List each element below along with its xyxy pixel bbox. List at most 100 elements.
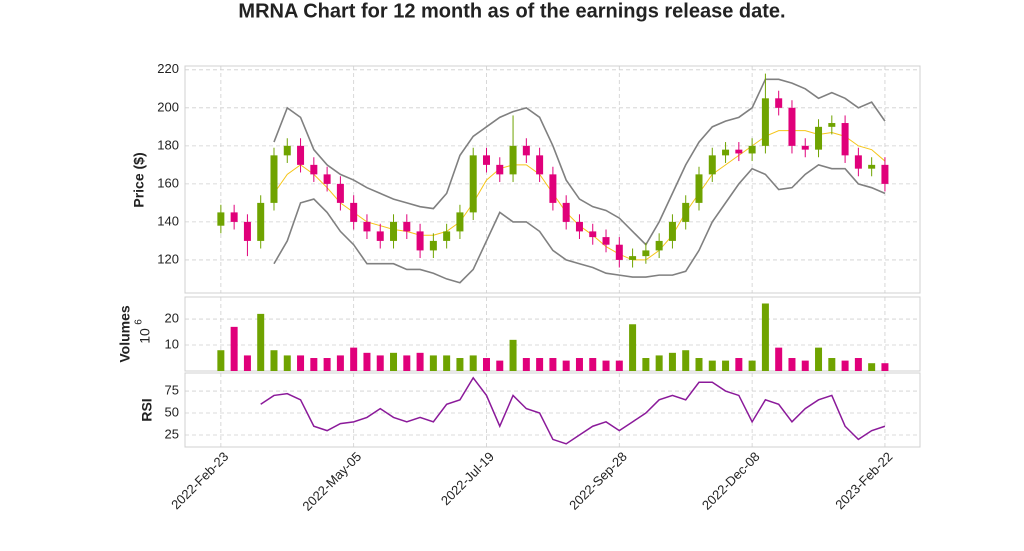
panel-frame — [184, 372, 921, 448]
candle-body — [801, 145, 809, 150]
volume-bar — [735, 358, 743, 371]
candle-body — [217, 212, 225, 226]
candle-body — [735, 149, 743, 154]
volume-bar — [217, 350, 225, 371]
candle-body — [390, 221, 398, 241]
candle-body — [695, 174, 703, 203]
volume-bar — [403, 355, 411, 371]
price-label: Price ($) — [131, 152, 147, 207]
volume-bar — [509, 339, 517, 371]
volume-bar — [815, 347, 823, 371]
y-tick-label: 25 — [165, 426, 179, 441]
candle-body — [536, 155, 544, 175]
volume-scale-base: 10 — [137, 328, 153, 344]
y-tick-label: 200 — [157, 99, 179, 114]
volume-bar — [376, 355, 384, 371]
candle-body — [562, 202, 570, 222]
volume-bar — [257, 313, 265, 371]
rsi-line — [260, 376, 886, 445]
volume-bar — [615, 360, 623, 371]
candle-body — [283, 145, 291, 156]
y-tick-label: 75 — [165, 382, 179, 397]
candle-body — [815, 126, 823, 150]
y-tick-label: 140 — [157, 213, 179, 228]
candle-body — [350, 202, 358, 222]
volume-scale-exponent: 6 — [134, 319, 145, 325]
volume-bar — [443, 355, 451, 371]
candle-body — [629, 256, 637, 260]
volume-bar — [549, 358, 557, 371]
volume-bar — [363, 352, 371, 371]
x-tick-label: 2022-Sep-28 — [566, 449, 630, 513]
candle-body — [549, 174, 557, 203]
volume-bar — [482, 358, 490, 371]
y-tick-label: 160 — [157, 175, 179, 190]
candle-body — [722, 149, 730, 156]
volume-bar — [456, 358, 464, 371]
candle-body — [642, 250, 650, 257]
volume-bar — [841, 360, 849, 371]
x-tick-label: 2022-Feb-23 — [168, 449, 231, 512]
candle-body — [403, 221, 411, 232]
volume-bar — [708, 360, 716, 371]
candle-body — [469, 155, 477, 213]
candle-body — [682, 202, 690, 222]
candle-body — [868, 164, 876, 169]
volume-bar — [536, 358, 544, 371]
volume-bar — [230, 326, 238, 371]
volume-bar — [828, 358, 836, 371]
chart-title: MRNA Chart for 12 month as of the earnin… — [238, 0, 785, 22]
y-tick-label: 220 — [157, 61, 179, 76]
volume-bar — [469, 355, 477, 371]
y-tick-label: 180 — [157, 137, 179, 152]
candle-body — [828, 123, 836, 127]
candle-body — [509, 145, 517, 175]
candle-body — [230, 212, 238, 222]
candle-body — [456, 212, 464, 232]
y-tick-label: 120 — [157, 251, 179, 266]
moving-average — [273, 130, 886, 261]
candle-body — [788, 107, 796, 146]
volume-bar — [350, 347, 358, 371]
volume-bar — [562, 360, 570, 371]
candle-body — [336, 183, 344, 203]
x-tick-label: 2022-Dec-08 — [699, 449, 763, 513]
volume-label: Volumes — [117, 305, 133, 363]
volume-bar — [655, 355, 663, 371]
candle-body — [522, 145, 530, 156]
volume-bar — [270, 350, 278, 371]
candle-body — [297, 145, 305, 165]
candle-body — [429, 240, 437, 251]
candle-body — [708, 155, 716, 175]
volume-bar — [629, 324, 637, 371]
volume-bar — [390, 352, 398, 371]
volume-bar — [575, 358, 583, 371]
volume-bar — [416, 352, 424, 371]
volume-bar — [310, 358, 318, 371]
volume-bar — [801, 360, 809, 371]
volume-bar — [522, 358, 530, 371]
candle-body — [482, 155, 490, 165]
candle-body — [668, 221, 676, 241]
candle-body — [416, 231, 424, 251]
volume-bar — [589, 358, 597, 371]
candle-body — [615, 244, 623, 260]
candle-body — [496, 164, 504, 175]
candle-body — [655, 240, 663, 251]
candle-body — [854, 155, 862, 169]
y-tick-label: 10 — [165, 336, 179, 351]
volume-bar — [868, 363, 876, 371]
volume-bar — [429, 355, 437, 371]
volume-bar — [336, 355, 344, 371]
candle-body — [775, 98, 783, 108]
volume-bar — [788, 358, 796, 371]
candle-body — [881, 164, 889, 184]
volume-bar — [496, 360, 504, 371]
y-tick-label: 50 — [165, 404, 179, 419]
candle-body — [323, 174, 331, 184]
bollinger-lower — [273, 163, 886, 284]
volume-bar — [854, 358, 862, 371]
candle-body — [589, 231, 597, 238]
volume-bar — [283, 355, 291, 371]
